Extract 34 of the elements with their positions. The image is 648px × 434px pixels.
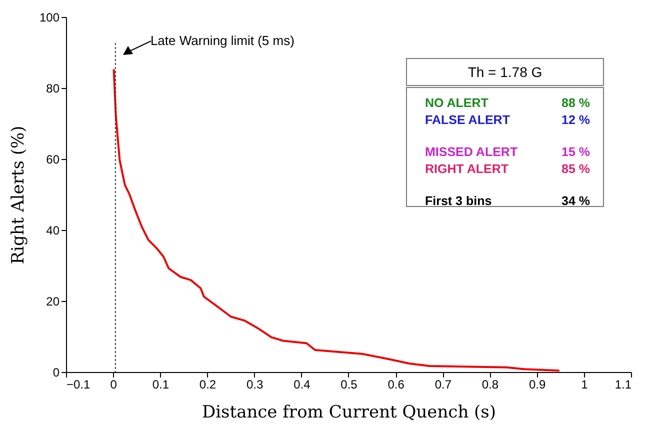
x-tick-label: 1.1 bbox=[614, 378, 632, 392]
x-tick-label: 0.3 bbox=[246, 378, 264, 392]
annotation: 88 % bbox=[562, 96, 590, 110]
x-tick-label: 0 bbox=[110, 378, 118, 392]
x-tick-label: 0.8 bbox=[482, 378, 499, 392]
annotation: RIGHT ALERT bbox=[425, 162, 509, 176]
annotation: FALSE ALERT bbox=[425, 113, 510, 127]
y-axis-title: Right Alerts (%) bbox=[8, 126, 28, 264]
annotation: NO ALERT bbox=[425, 96, 488, 110]
annotation: 85 % bbox=[562, 162, 590, 176]
text-box: Th = 1.78 G bbox=[406, 58, 604, 86]
annotation: MISSED ALERT bbox=[425, 145, 518, 159]
x-tick-label: 0.5 bbox=[340, 378, 358, 392]
x-tick-label: −0.1 bbox=[66, 378, 91, 392]
y-tick-label: 60 bbox=[46, 152, 60, 166]
y-tick-label: 80 bbox=[46, 82, 60, 96]
x-tick-label: 0.4 bbox=[294, 378, 311, 392]
x-tick-label: 0.6 bbox=[388, 378, 405, 392]
y-tick-label: 0 bbox=[52, 366, 60, 380]
y-tick-label: 100 bbox=[39, 10, 60, 24]
x-tick-label: 0.9 bbox=[528, 378, 546, 392]
y-tick-label: 40 bbox=[46, 224, 60, 238]
annotation: 15 % bbox=[562, 145, 590, 159]
y-tick-label: 20 bbox=[46, 294, 60, 308]
annotation: 12 % bbox=[562, 113, 590, 127]
annotation: First 3 bins bbox=[425, 194, 492, 208]
x-axis-title: Distance from Current Quench (s) bbox=[202, 402, 496, 422]
x-tick-label: 0.7 bbox=[434, 378, 452, 392]
x-tick-label: 1 bbox=[581, 378, 588, 392]
annotation: 34 % bbox=[562, 194, 590, 208]
x-tick-label: 0.2 bbox=[199, 378, 216, 392]
line-series bbox=[112, 68, 560, 372]
ref-line-label: Late Warning limit (5 ms) bbox=[150, 33, 294, 48]
x-tick-label: 0.1 bbox=[152, 378, 170, 392]
